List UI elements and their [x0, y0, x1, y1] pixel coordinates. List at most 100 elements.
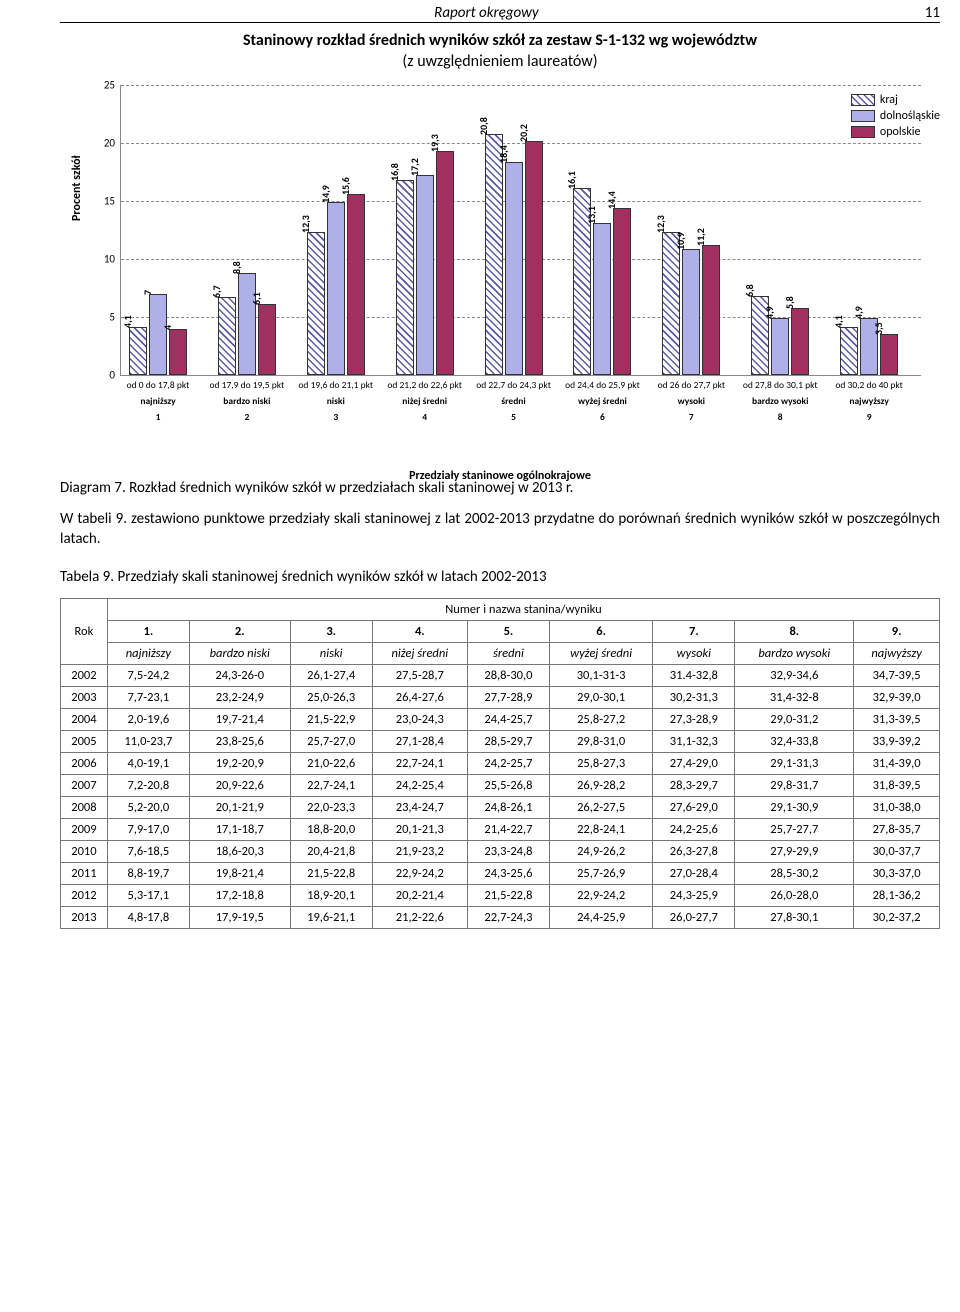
table-cell: 18,8-20,0 [290, 818, 372, 840]
ytick: 20 [93, 137, 115, 150]
table-row: 20097,9-17,017,1-18,718,8-20,020,1-21,32… [61, 818, 940, 840]
table-cell: 24,3-25,6 [467, 862, 549, 884]
table-cell: 18,6-20,3 [189, 840, 290, 862]
table-col-name: bardzo niski [189, 642, 290, 664]
table-col-num: 7. [653, 620, 735, 642]
bar: 10,9 [682, 249, 700, 375]
bar-value-label: 8,8 [230, 261, 243, 274]
ytick: 25 [93, 79, 115, 92]
bar-value-label: 20,2 [517, 124, 530, 142]
table-cell: 21,5-22,8 [290, 862, 372, 884]
bar-value-label: 15,6 [339, 177, 352, 195]
table-cell: 28,5-29,7 [467, 730, 549, 752]
table-cell: 21,4-22,7 [467, 818, 549, 840]
bar-value-label: 7 [141, 290, 154, 295]
bar-value-label: 11,2 [694, 228, 707, 246]
table-cell: 17,1-18,7 [189, 818, 290, 840]
chart-xlabel: Przedziały staninowe ogólnokrajowe [60, 469, 940, 483]
table-cell-year: 2011 [61, 862, 108, 884]
table-cell: 34,7-39,5 [854, 664, 940, 686]
bar-value-label: 19,3 [428, 134, 441, 152]
chart-ylabel: Procent szkół [70, 155, 84, 221]
table-row: 20118,8-19,719,8-21,421,5-22,822,9-24,22… [61, 862, 940, 884]
table-cell: 24,2-25,6 [653, 818, 735, 840]
xaxis-category: od 27,8 do 30,1 pktbardzo wysoki8 [736, 379, 824, 423]
table-cell: 24,4-25,9 [549, 906, 652, 928]
table-cell: 7,7-23,1 [107, 686, 189, 708]
table-cell: 29,1-30,9 [735, 796, 854, 818]
xaxis-category: od 26 do 27,7 pktwysoki7 [647, 379, 735, 423]
table-cell: 28,5-30,2 [735, 862, 854, 884]
stanine-chart: Staninowy rozkład średnich wyników szkół… [60, 31, 940, 461]
bar: 13,1 [593, 223, 611, 375]
table-cell: 27,9-29,9 [735, 840, 854, 862]
table-cell: 27,4-29,0 [653, 752, 735, 774]
table-cell: 19,7-21,4 [189, 708, 290, 730]
bar: 5,8 [791, 308, 809, 375]
legend-item: dolnośląskie [851, 109, 940, 123]
bar: 4,1 [129, 327, 147, 375]
bar-value-label: 6,8 [743, 284, 756, 297]
table-cell: 7,2-20,8 [107, 774, 189, 796]
table-cell: 25,7-27,0 [290, 730, 372, 752]
bar: 20,8 [485, 134, 503, 375]
table-cell: 30,3-37,0 [854, 862, 940, 884]
table-cell-year: 2005 [61, 730, 108, 752]
table-row: 20134,8-17,817,9-19,519,6-21,121,2-22,62… [61, 906, 940, 928]
table-cell: 22,9-24,2 [372, 862, 467, 884]
table-cell: 27,5-28,7 [372, 664, 467, 686]
table-cell: 32,9-34,6 [735, 664, 854, 686]
ytick: 0 [93, 369, 115, 382]
table-cell: 2,0-19,6 [107, 708, 189, 730]
table-cell: 18,9-20,1 [290, 884, 372, 906]
bar-value-label: 12,3 [299, 216, 312, 234]
table-row: 20064,0-19,119,2-20,921,0-22,622,7-24,12… [61, 752, 940, 774]
table-cell: 25,5-26,8 [467, 774, 549, 796]
bar: 14,9 [327, 202, 345, 375]
bar-value-label: 16,8 [388, 163, 401, 181]
table-cell: 28,1-36,2 [854, 884, 940, 906]
bar-value-label: 16,1 [565, 171, 578, 189]
bar-value-label: 10,9 [674, 232, 687, 250]
table-col-num: 3. [290, 620, 372, 642]
bar: 4,9 [771, 318, 789, 375]
stanine-table: RokNumer i nazwa stanina/wyniku1.2.3.4.5… [60, 598, 940, 929]
table-col-name: niski [290, 642, 372, 664]
table-cell: 27,8-35,7 [854, 818, 940, 840]
table-cell: 27,7-28,9 [467, 686, 549, 708]
bar-value-label: 14,9 [319, 185, 332, 203]
table-col-num: 8. [735, 620, 854, 642]
table-cell: 5,3-17,1 [107, 884, 189, 906]
legend-swatch [851, 110, 875, 122]
bar: 12,3 [307, 232, 325, 375]
bar-value-label: 3,5 [872, 323, 885, 336]
table-cell: 22,8-24,1 [549, 818, 652, 840]
table-col-num: 9. [854, 620, 940, 642]
table-cell: 25,8-27,2 [549, 708, 652, 730]
bar: 4 [169, 329, 187, 375]
legend-swatch [851, 94, 875, 106]
xaxis-category: od 30,2 do 40 pktnajwyższy9 [825, 379, 913, 423]
table-cell: 31,4-39,0 [854, 752, 940, 774]
table-cell: 29,8-31,7 [735, 774, 854, 796]
table-cell: 22,0-23,3 [290, 796, 372, 818]
table-cell: 19,8-21,4 [189, 862, 290, 884]
table-cell: 20,2-21,4 [372, 884, 467, 906]
bar-value-label: 14,4 [605, 191, 618, 209]
chart-subtitle: (z uwzględnieniem laureatów) [60, 52, 940, 71]
chart-legend: krajdolnośląskieopolskie [851, 93, 940, 141]
table-cell: 20,1-21,3 [372, 818, 467, 840]
table-cell: 27,8-30,1 [735, 906, 854, 928]
table-cell: 4,8-17,8 [107, 906, 189, 928]
table-row: 20037,7-23,123,2-24,925,0-26,326,4-27,62… [61, 686, 940, 708]
table-row: 20077,2-20,820,9-22,622,7-24,124,2-25,42… [61, 774, 940, 796]
legend-swatch [851, 126, 875, 138]
bar-value-label: 6,7 [210, 286, 223, 299]
bar: 16,8 [396, 180, 414, 375]
table-cell: 32,4-33,8 [735, 730, 854, 752]
bar: 7 [149, 294, 167, 375]
header-title: Raport okręgowy [60, 4, 913, 22]
table-cell: 22,7-24,3 [467, 906, 549, 928]
header-page-number: 11 [913, 4, 940, 22]
bar-value-label: 4,1 [832, 316, 845, 329]
